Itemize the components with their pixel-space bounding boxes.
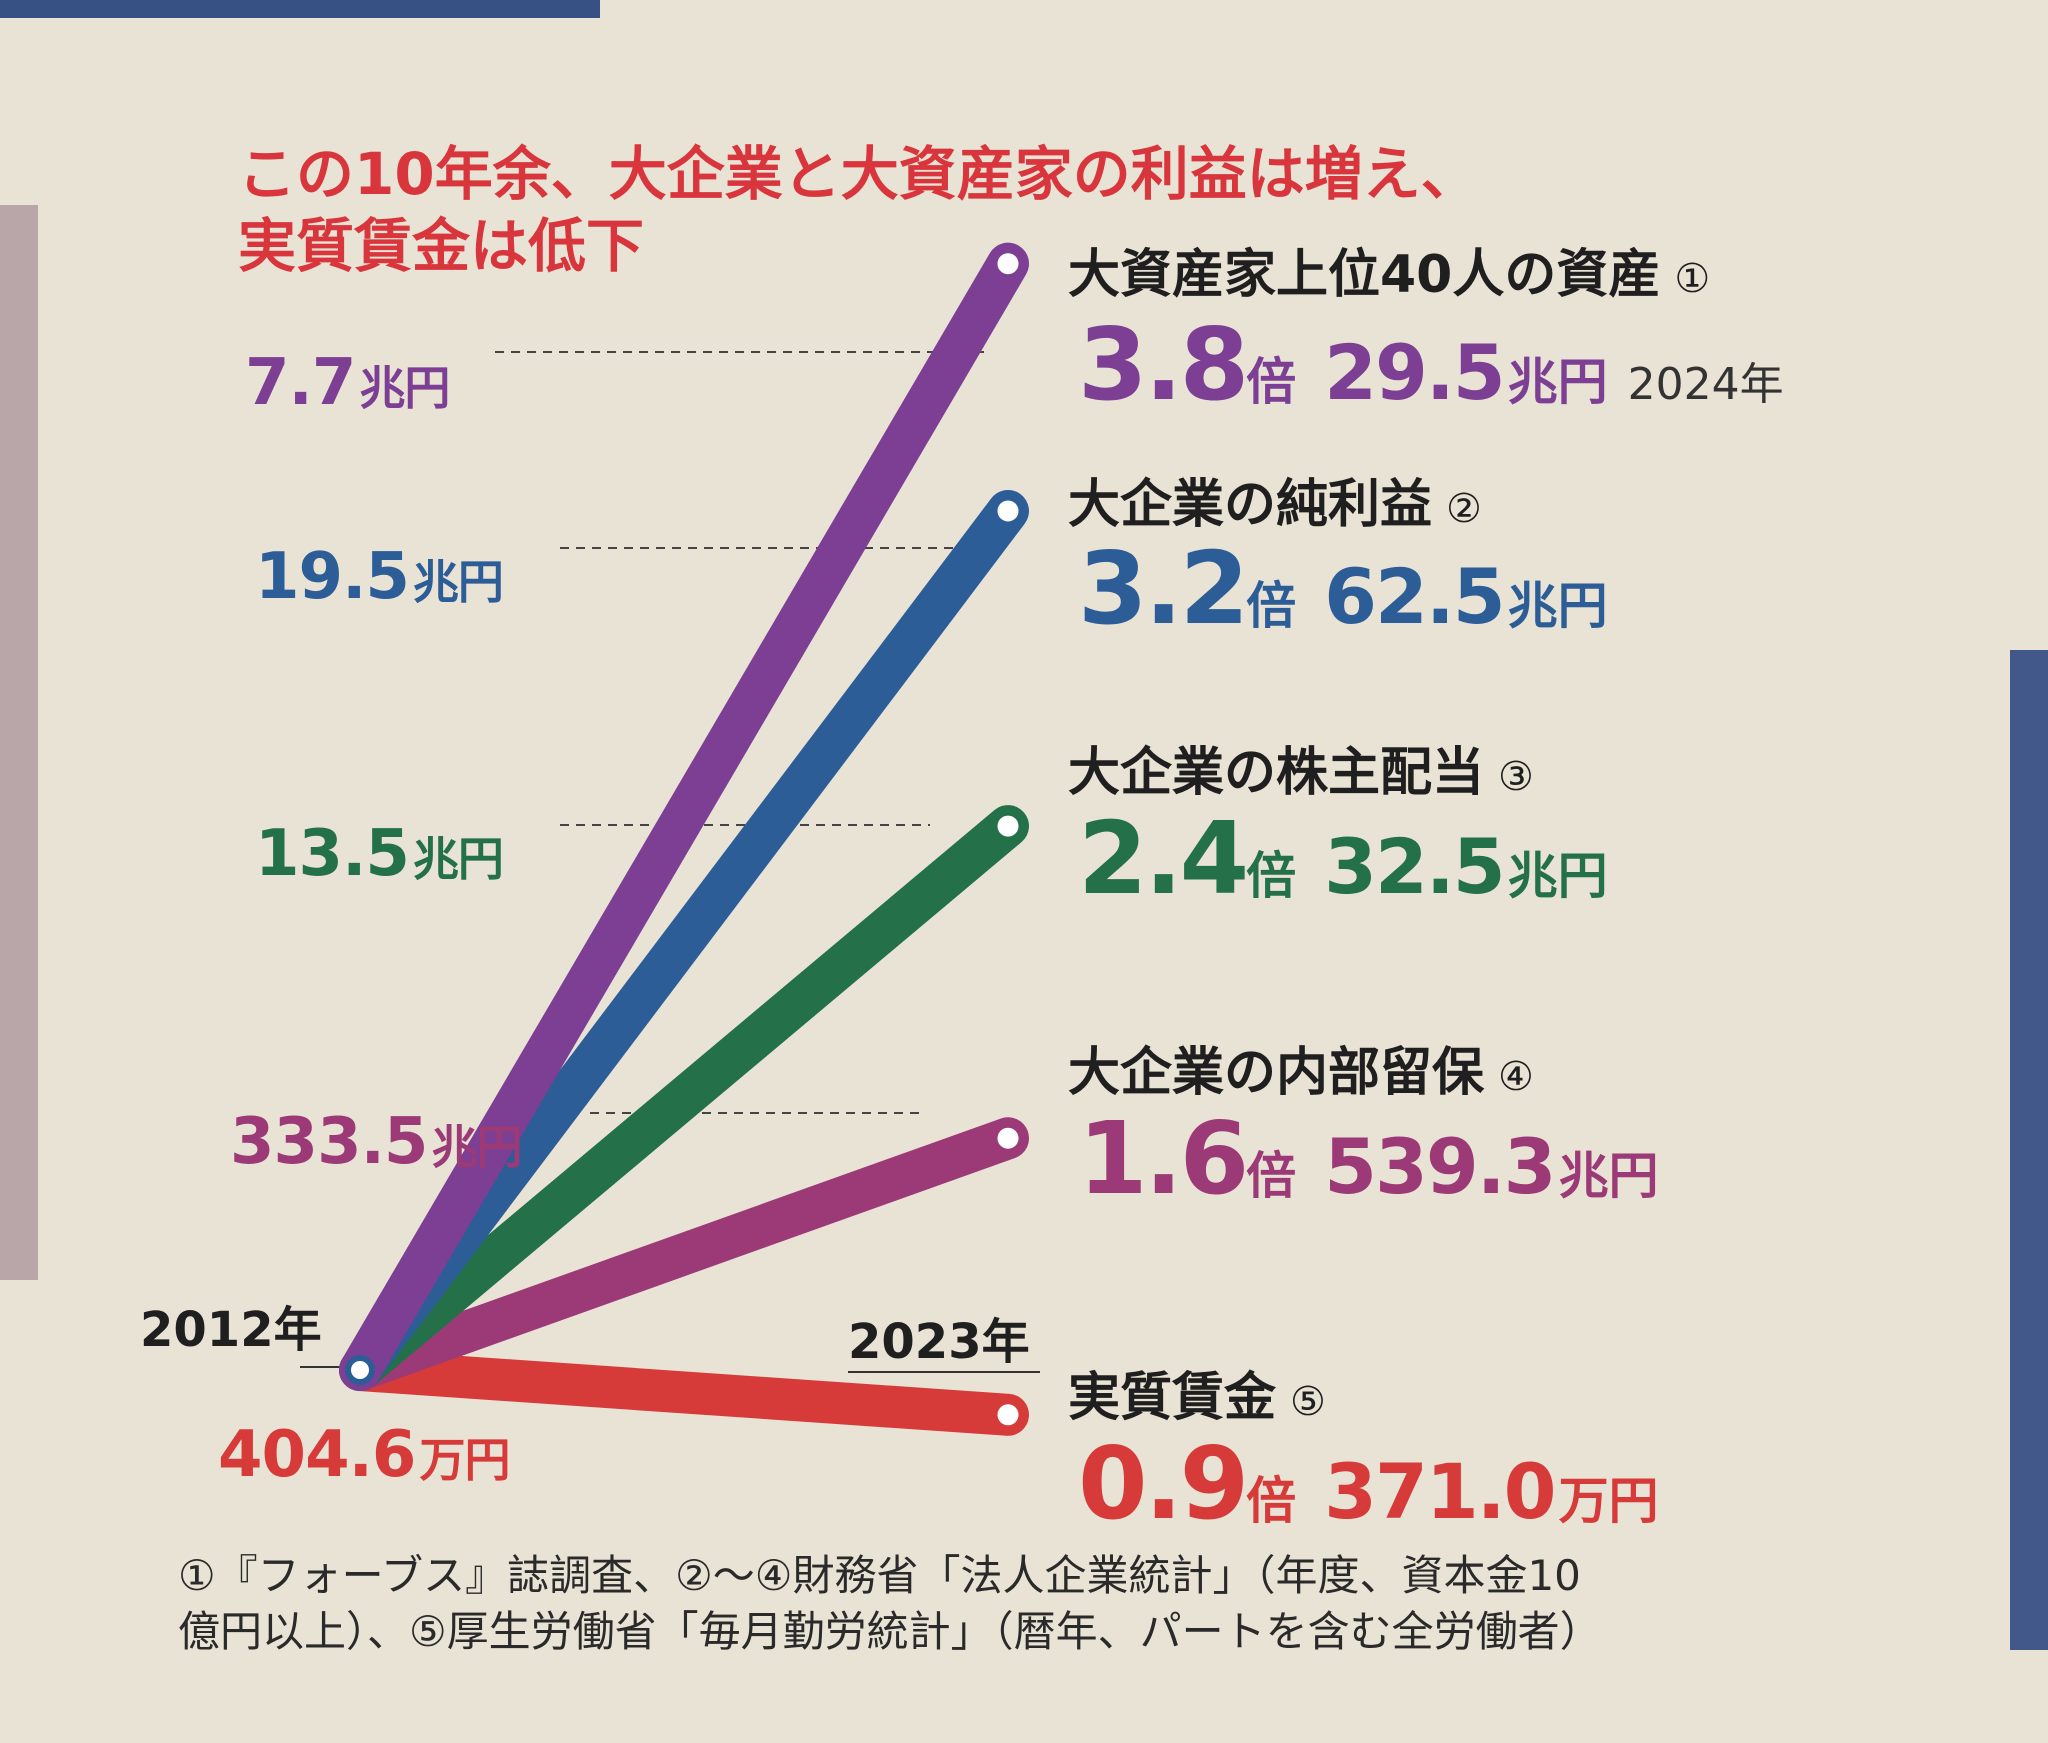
end-point-assets	[997, 253, 1019, 275]
chart-title-line-2: 実質賃金は低下	[238, 212, 645, 280]
year-label-end: 2023年	[848, 1314, 1030, 1370]
start-label-reserves: 333.5兆円	[230, 1105, 522, 1179]
end-point-reserves	[997, 1127, 1019, 1149]
origin-point	[345, 1355, 375, 1385]
series-title-wages: 実質賃金 ⑤	[1068, 1368, 1326, 1428]
series-title-dividend: 大企業の株主配当 ③	[1068, 743, 1534, 803]
start-label-wages: 404.6万円	[218, 1418, 510, 1492]
right-margin-strip	[2010, 650, 2048, 1650]
series-values-reserves: 1.6倍 539.3兆円	[1078, 1100, 1659, 1217]
series-band-wages	[339, 1349, 1029, 1436]
end-point-wages	[997, 1404, 1019, 1426]
series-title-reserves: 大企業の内部留保 ④	[1068, 1043, 1534, 1103]
series-band-assets	[339, 242, 1029, 1391]
year-label-start: 2012年	[140, 1302, 322, 1358]
series-values-profit: 3.2倍 62.5兆円	[1078, 530, 1608, 647]
start-label-profit: 19.5兆円	[255, 540, 504, 614]
series-title-assets: 大資産家上位40人の資産 ①	[1068, 245, 1711, 305]
series-band-dividend	[339, 805, 1029, 1391]
footnote-line-1: ①『フォーブス』誌調査、②〜④財務省「法人企業統計」（年度、資本金10	[178, 1551, 1581, 1600]
series-title-profit: 大企業の純利益 ②	[1068, 475, 1482, 535]
series-band-reserves	[339, 1117, 1029, 1391]
start-label-dividend: 13.5兆円	[255, 817, 504, 891]
series-values-dividend: 2.4倍 32.5兆円	[1078, 800, 1608, 917]
header-strip-decoration	[0, 0, 600, 18]
left-margin-panel	[0, 205, 38, 1280]
footnote-line-2: 億円以上）、⑤厚生労働省「毎月勤労統計」（暦年、パートを含む全労働者）	[178, 1607, 1602, 1656]
series-values-assets: 3.8倍 29.5兆円 2024年	[1078, 306, 1784, 423]
chart-title-line-1: この10年余、大企業と大資産家の利益は増え、	[238, 140, 1479, 208]
start-label-assets: 7.7兆円	[245, 346, 450, 420]
end-point-profit	[997, 500, 1019, 522]
series-values-wages: 0.9倍 371.0万円	[1078, 1425, 1659, 1542]
end-point-dividend	[997, 815, 1019, 837]
